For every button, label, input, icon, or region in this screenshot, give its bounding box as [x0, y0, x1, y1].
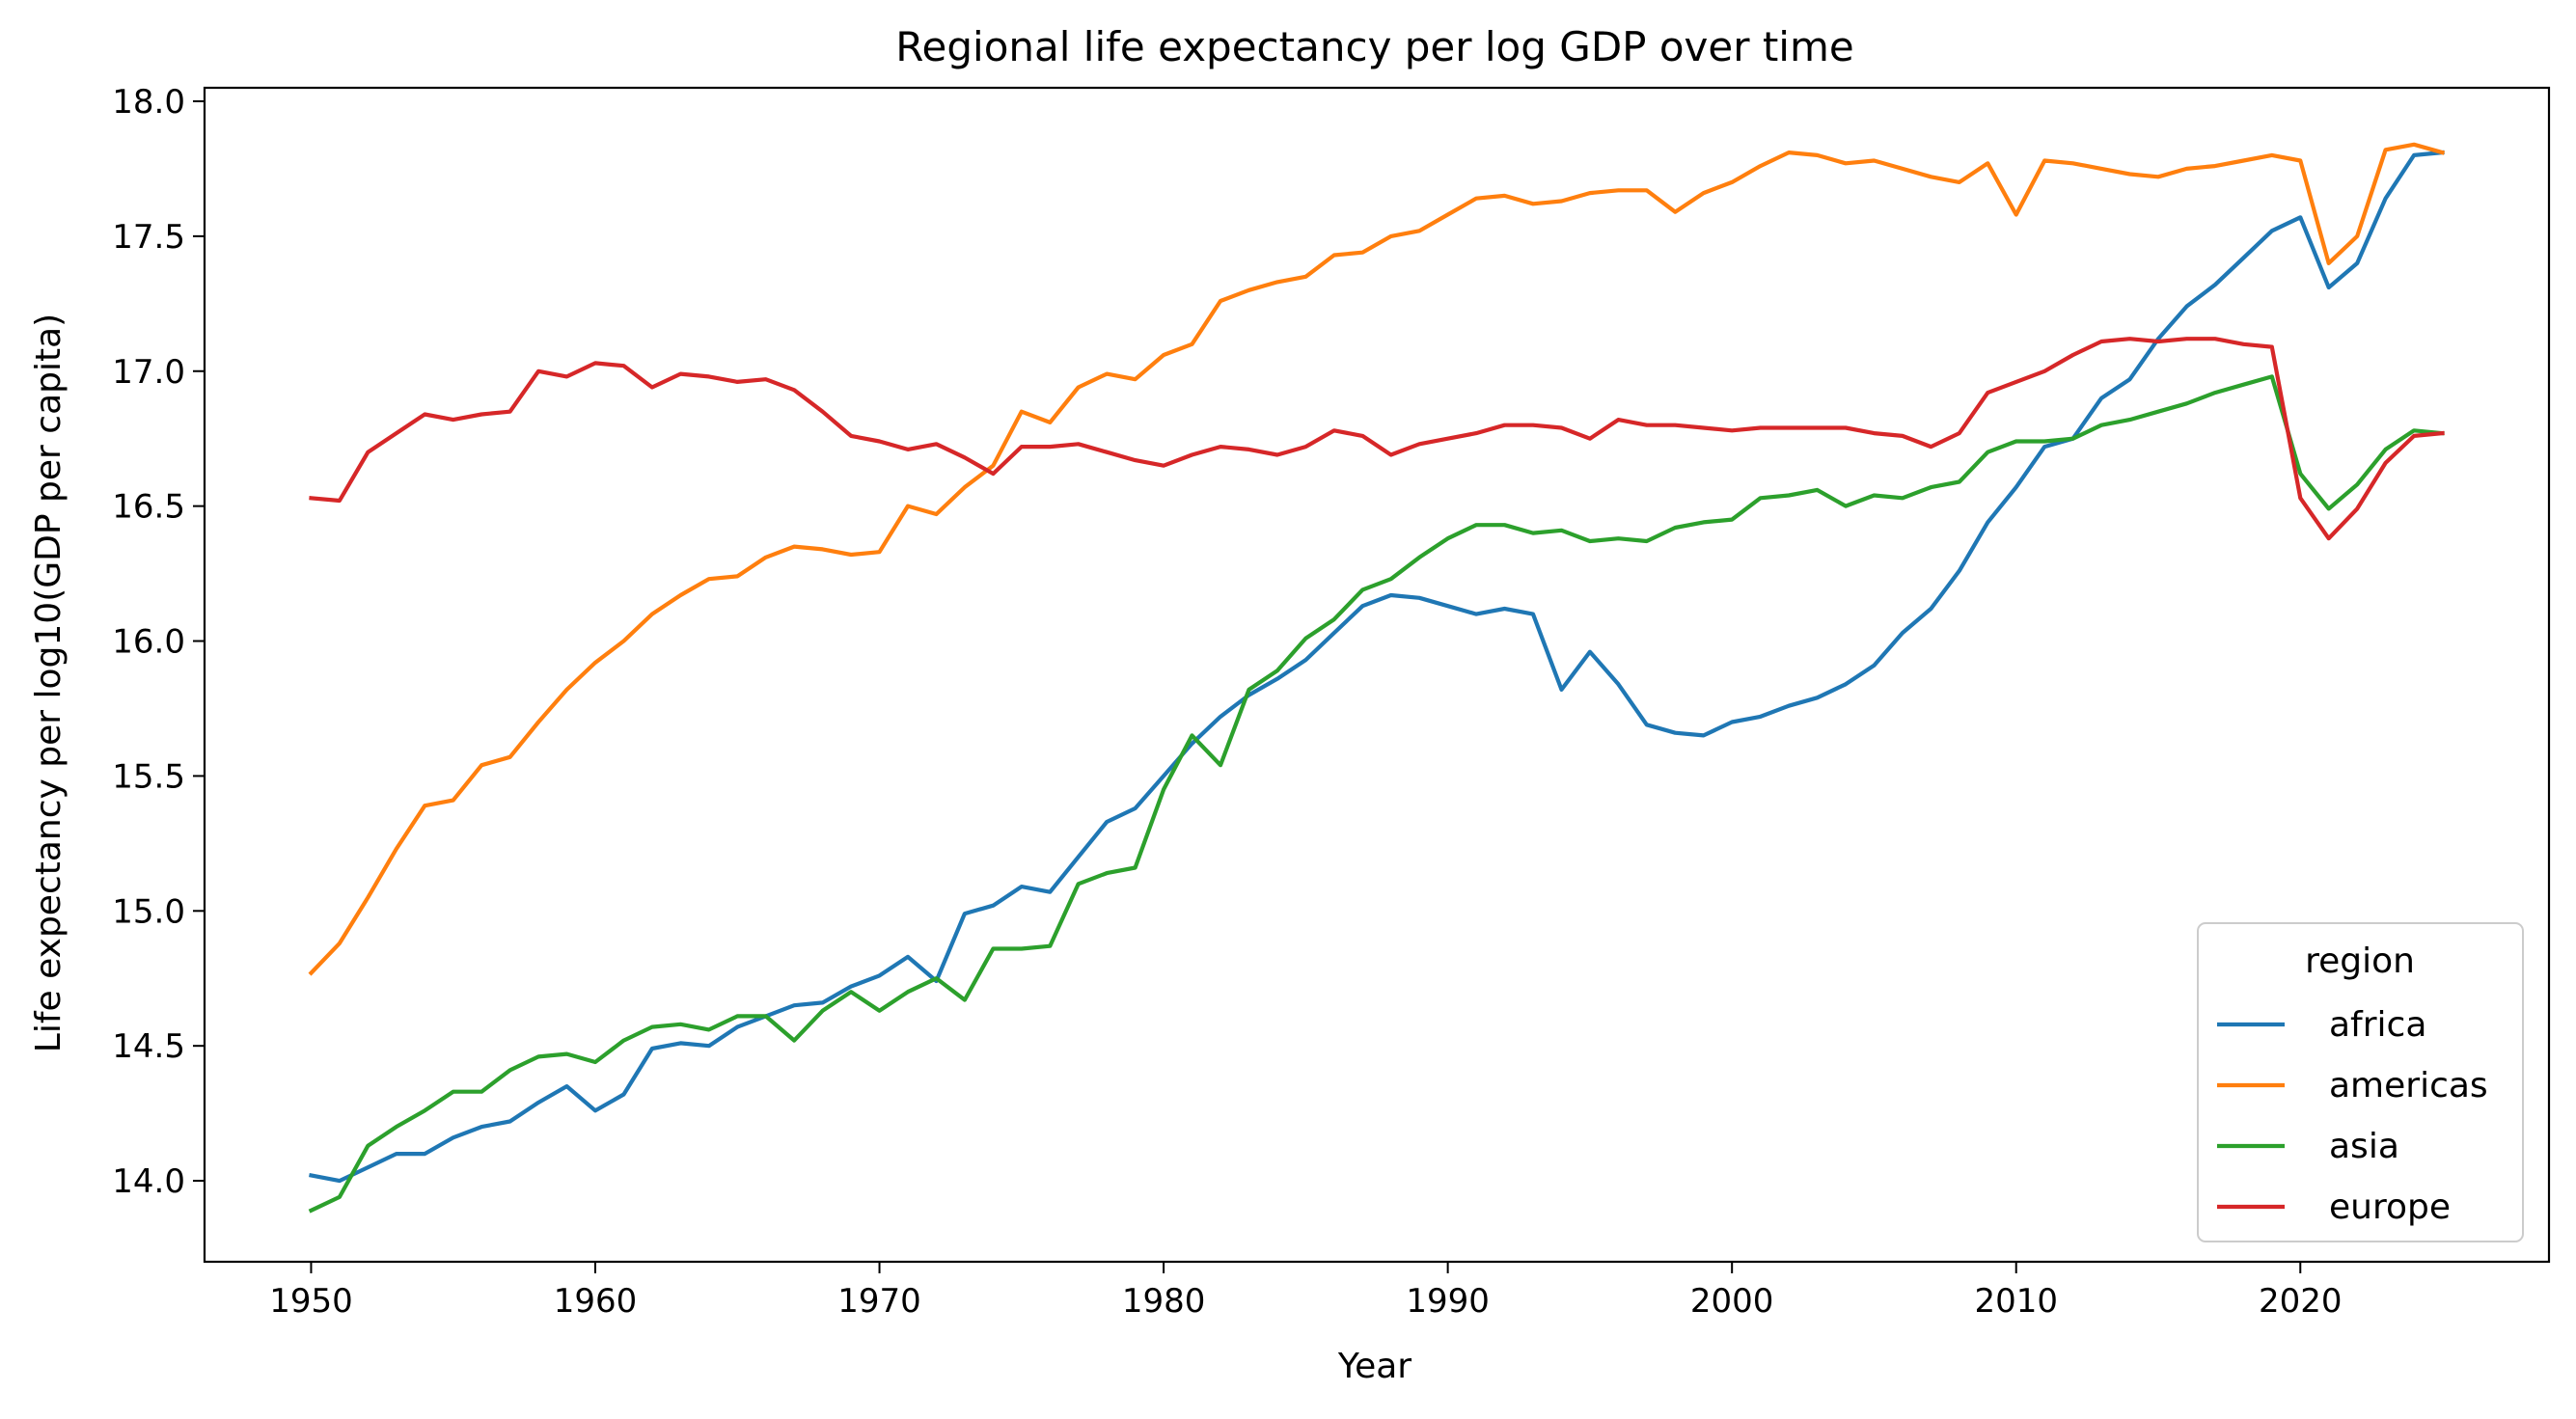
x-axis-label: Year — [1337, 1347, 1411, 1386]
chart-title: Regional life expectancy per log GDP ove… — [895, 23, 1853, 70]
series-line-europe — [309, 337, 2445, 541]
y-tick-label: 17.0 — [112, 353, 185, 392]
axes: 1950 1960 1970 1980 1990 2000 2010 2020 14.0 14.5… — [112, 83, 2551, 1321]
y-tick-label: 15.5 — [112, 757, 185, 796]
y-tick-label: 14.5 — [112, 1027, 185, 1066]
x-tick-label: 1960 — [554, 1282, 638, 1321]
plot-area — [308, 142, 2446, 1214]
y-tick-label: 15.0 — [112, 892, 185, 931]
legend-label-americas: americas — [2329, 1066, 2488, 1105]
y-tick-label: 16.0 — [112, 623, 185, 662]
series-line-asia — [308, 374, 2445, 1214]
axes-frame — [203, 86, 2551, 1264]
x-tick-label: 2010 — [1974, 1282, 2058, 1321]
x-tick-label: 2020 — [2259, 1282, 2343, 1321]
legend-box — [2197, 922, 2524, 1242]
legend-label-africa: africa — [2329, 1005, 2426, 1045]
x-tick-label: 1970 — [837, 1282, 921, 1321]
x-tick-label: 1950 — [269, 1282, 353, 1321]
series-line-americas — [308, 142, 2446, 976]
y-axis-label: Life expectancy per log10(GDP per capita… — [29, 314, 69, 1052]
x-tick-label: 2000 — [1690, 1282, 1774, 1321]
legend-label-asia: asia — [2329, 1127, 2399, 1166]
legend: region africa americas asia europe — [2197, 922, 2524, 1242]
y-tick-label: 18.0 — [112, 83, 185, 122]
y-tick-label: 14.0 — [112, 1162, 185, 1201]
y-tick-label: 16.5 — [112, 488, 185, 527]
y-tick-label: 17.5 — [112, 218, 185, 257]
legend-label-europe: europe — [2329, 1187, 2451, 1227]
series-line-africa — [309, 150, 2445, 1184]
legend-title: region — [2305, 941, 2415, 981]
x-tick-label: 1980 — [1122, 1282, 1206, 1321]
x-tick-label: 1990 — [1406, 1282, 1490, 1321]
